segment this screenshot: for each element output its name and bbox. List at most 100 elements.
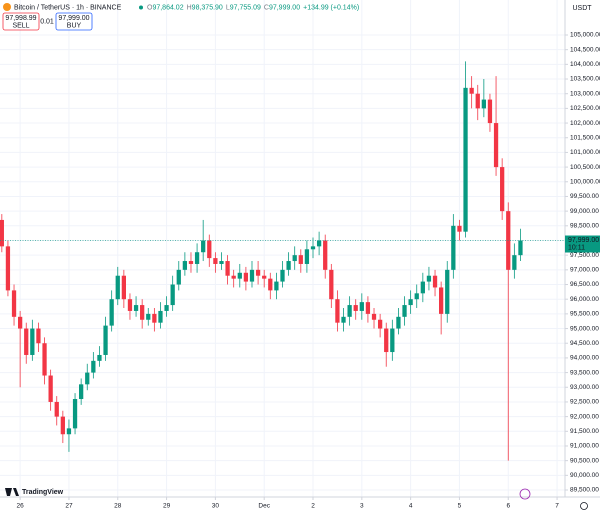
candle-body <box>17 316 23 329</box>
candle-body <box>213 258 218 264</box>
candle-body <box>0 219 4 247</box>
grid <box>0 0 565 497</box>
y-tick-label: 94,000.00 <box>570 355 599 362</box>
candle-body <box>60 416 65 435</box>
candle-body <box>335 299 340 323</box>
candle-body <box>121 275 126 300</box>
candle-body <box>188 261 194 264</box>
settings-icon[interactable] <box>580 502 588 510</box>
y-tick-label: 97,500.00 <box>570 252 599 259</box>
candle-body <box>469 87 474 94</box>
candle-body <box>194 252 200 264</box>
candle-body <box>323 240 328 270</box>
candle-body <box>201 240 206 253</box>
candle-body <box>176 269 181 285</box>
last-price-box <box>565 235 600 253</box>
candle-body <box>414 293 419 300</box>
y-tick-label: 96,500.00 <box>570 281 599 288</box>
sell-label: SELL <box>12 22 29 29</box>
event-icon[interactable] <box>519 488 531 500</box>
y-axis: 89,500.00 90,000.00 90,500.00 91,000.00 91,5… <box>565 32 600 494</box>
x-tick-label: 5 <box>458 503 462 510</box>
candle-body <box>475 93 480 109</box>
symbol: Bitcoin / TetherUS · 1h · BINANCE <box>14 4 122 11</box>
candle-body <box>341 316 346 323</box>
sell-price: 97,998.99 <box>5 15 36 22</box>
candle-body <box>127 299 133 311</box>
y-tick-label: 100,000.00 <box>570 178 600 185</box>
candle-body <box>347 305 352 317</box>
candle-body <box>42 343 47 376</box>
candle-body <box>243 272 249 282</box>
buy-price: 97,999.00 <box>58 15 89 22</box>
legend-value: 97,755.09 <box>230 4 261 11</box>
candle-body <box>396 316 401 329</box>
x-tick-label: 29 <box>163 503 171 510</box>
x-axis: 26 27 28 29 30 Dec 2 3 4 5 6 7 <box>17 497 559 510</box>
candle-body <box>500 167 505 212</box>
candle-body <box>304 249 310 264</box>
status-dot <box>139 5 143 10</box>
y-tick-label: 97,000.00 <box>570 267 599 274</box>
buy-button[interactable] <box>55 12 93 31</box>
y-tick-label: 98,500.00 <box>570 223 599 230</box>
y-tick-label: 101,000.00 <box>570 149 600 156</box>
y-tick-label: 93,000.00 <box>570 384 599 391</box>
candle-body <box>274 281 279 291</box>
candle-body <box>377 319 383 329</box>
candle-body <box>353 305 358 311</box>
y-tick-label: 104,500.00 <box>570 46 600 53</box>
candle-body <box>152 313 157 323</box>
candle-body <box>329 269 334 300</box>
candle-body <box>182 261 188 270</box>
brand-logo <box>5 488 19 496</box>
legend-tag: L <box>226 4 230 11</box>
legend-value: 97,864.02 <box>152 4 183 11</box>
x-tick-label: 6 <box>506 503 510 510</box>
candle-body <box>36 328 41 344</box>
candle-body <box>402 305 407 317</box>
candle-body <box>286 261 291 270</box>
y-tick-label: 100,500.00 <box>570 164 600 171</box>
currency: USDT <box>572 5 592 12</box>
x-tick-label: 27 <box>65 503 73 510</box>
candle-body <box>268 278 273 291</box>
candle-body <box>103 325 108 355</box>
legend-value: 97,999.00 <box>269 4 300 11</box>
candle-body <box>451 225 456 270</box>
y-tick-label: 91,500.00 <box>570 428 599 435</box>
candle-body <box>79 384 84 400</box>
candle-body <box>109 299 114 326</box>
candle-body <box>384 328 389 353</box>
x-tick-label: 7 <box>555 503 559 510</box>
candles <box>0 61 523 461</box>
x-tick-label: 26 <box>17 503 25 510</box>
x-tick-label: 3 <box>360 503 364 510</box>
legend-change: +134.99 (+0.14%) <box>303 4 359 11</box>
candle-body <box>463 87 468 232</box>
sell-button[interactable] <box>2 12 40 31</box>
y-tick-label: 103,500.00 <box>570 76 600 83</box>
candle-body <box>225 261 230 276</box>
candle-body <box>164 305 169 311</box>
candle-body <box>445 269 450 314</box>
candle-body <box>11 290 17 317</box>
x-tick-label: 30 <box>212 503 220 510</box>
candle-body <box>146 313 151 320</box>
candle-body <box>487 99 493 124</box>
y-tick-label: 95,500.00 <box>570 311 599 318</box>
y-tick-label: 92,500.00 <box>570 399 599 406</box>
y-tick-label: 105,000.00 <box>570 32 600 39</box>
legend-tag: H <box>187 4 192 11</box>
candle-body <box>280 269 285 282</box>
candle-body <box>359 302 364 311</box>
y-tick-label: 104,000.00 <box>570 61 600 68</box>
candle-body <box>231 275 236 279</box>
ohlc-legend: O97,864.02 H98,375.90 L97,755.09 C97,999.00… <box>147 4 359 11</box>
x-tick-label: Dec <box>258 503 270 510</box>
candle-body <box>457 225 462 232</box>
x-tick-label: 28 <box>114 503 122 510</box>
legend-tag: O <box>147 4 153 11</box>
